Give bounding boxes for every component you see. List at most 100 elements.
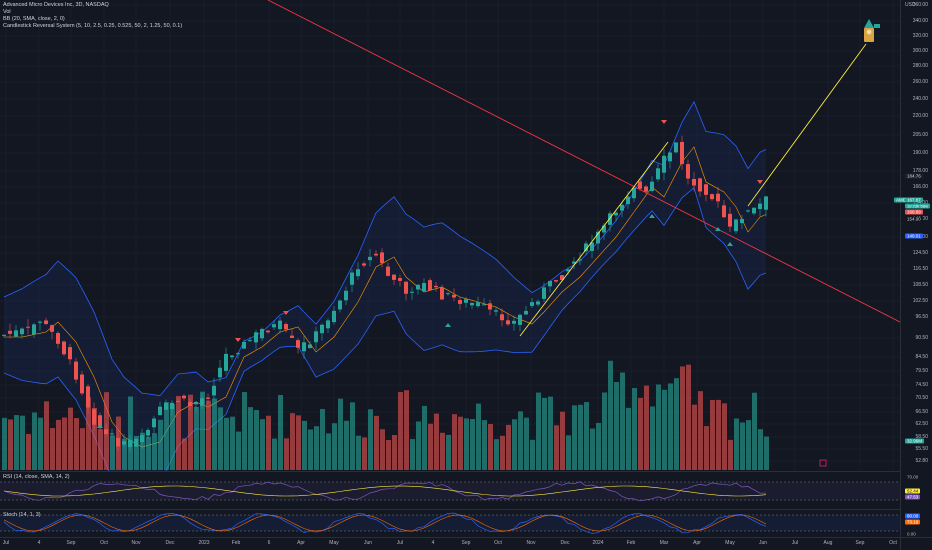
stoch-label[interactable]: Stoch (14, 1, 3) <box>3 512 41 518</box>
candle-body <box>308 344 312 349</box>
candle-body <box>380 252 384 264</box>
volume-bar <box>614 382 619 470</box>
price-tick: 300.00 <box>912 48 928 54</box>
volume-bar <box>632 387 637 470</box>
reversal-markers <box>97 120 763 428</box>
date-tick: 4 <box>431 540 435 546</box>
candle-body <box>44 320 48 324</box>
volume-bar <box>674 378 679 470</box>
descending-trendline[interactable] <box>267 0 901 323</box>
volume-bar <box>752 392 757 470</box>
date-tick: May <box>725 540 735 546</box>
volume-bar <box>764 436 769 470</box>
volume-bar <box>710 400 715 470</box>
channel-line-upper[interactable] <box>747 43 867 207</box>
candle-body <box>428 280 432 291</box>
candle-body <box>500 314 504 321</box>
volume-bar <box>314 426 319 470</box>
volume-bar <box>200 391 205 470</box>
candle-body <box>290 335 294 338</box>
volume-bar <box>68 407 73 470</box>
price-tick: 90.50 <box>915 335 928 341</box>
price-scale[interactable]: 360.00 340.00 320.00 300.00 280.00 260.00 240.… <box>900 0 932 550</box>
volume-bar <box>470 419 475 470</box>
volume-bar <box>50 428 55 470</box>
volume-bar <box>512 419 517 470</box>
date-tick: Apr <box>297 540 305 546</box>
volume-bar <box>248 407 253 470</box>
candle-body <box>494 310 498 312</box>
volume-bar <box>404 390 409 470</box>
candle-body <box>182 395 186 399</box>
candle-body <box>440 287 444 300</box>
candle-body <box>662 155 666 173</box>
candle-body <box>206 397 210 399</box>
price-tick: 320.00 <box>912 33 928 39</box>
bb-indicator-label[interactable]: BB (20, SMA, close, 2, 0) <box>3 16 65 22</box>
price-tick: 205.00 <box>912 132 928 138</box>
volume-bar <box>446 434 451 470</box>
volume-indicator-label[interactable]: Vol <box>3 9 11 15</box>
candle-body <box>458 300 462 304</box>
volume-bar <box>500 435 505 470</box>
candle-body <box>740 219 744 224</box>
date-tick: Mar <box>659 540 669 546</box>
candle-body <box>674 142 678 153</box>
candle-body <box>602 225 606 233</box>
candle-body <box>32 324 36 335</box>
volume-bar <box>134 435 139 470</box>
volume-bar <box>440 432 445 470</box>
candle-body <box>644 186 648 192</box>
volume-bar <box>194 406 199 470</box>
volume-bar <box>656 384 661 470</box>
candle-body <box>416 284 420 290</box>
price-badge-top: 184.76 <box>905 173 923 179</box>
volume-bar <box>368 409 373 470</box>
price-tick: 66.50 <box>915 409 928 415</box>
rsi-label[interactable]: RSI (14, close, SMA, 14, 2) <box>3 474 70 480</box>
candle-body <box>344 290 348 301</box>
channel-line-lower[interactable] <box>519 141 669 337</box>
bb-low2-badge: 140.01 <box>905 233 923 239</box>
candle-body <box>62 341 66 355</box>
candle-body <box>362 263 366 266</box>
candle-body <box>746 210 750 212</box>
crs-indicator-label[interactable]: Candlestick Reversal System (5, 10, 2.5,… <box>3 23 183 29</box>
date-tick: Nov <box>131 540 141 546</box>
candle-body <box>278 320 282 330</box>
buy-signal-marker <box>715 227 721 231</box>
candle-body <box>584 243 588 252</box>
candle-body <box>410 291 414 293</box>
candle-body <box>176 401 180 403</box>
volume-bar <box>98 429 103 470</box>
candle-body <box>260 328 264 339</box>
candle-body <box>734 219 738 232</box>
alert-icon[interactable] <box>819 459 827 467</box>
candle-body <box>536 301 540 305</box>
candle-body <box>728 213 732 227</box>
candle-body <box>596 231 600 244</box>
sell-signal-marker <box>661 120 667 124</box>
symbol-title[interactable]: Advanced Micro Devices Inc, 3D, NASDAQ <box>3 2 109 8</box>
volume-bar <box>386 439 391 470</box>
volume-bar <box>398 391 403 470</box>
currency-label[interactable]: USD <box>905 2 916 8</box>
candle-body <box>302 342 306 352</box>
volume-bar <box>518 411 523 470</box>
volume-bar <box>560 411 565 470</box>
candle-body <box>194 401 198 405</box>
volume-bar <box>2 417 7 470</box>
volume-bar <box>524 417 529 470</box>
volume-bar <box>422 405 427 470</box>
candle-body <box>8 330 12 334</box>
candle-body <box>200 398 204 406</box>
candle-body <box>632 187 636 199</box>
candle-body <box>668 152 672 162</box>
candle-body <box>146 429 150 436</box>
candle-body <box>254 332 258 343</box>
volume-bar <box>350 402 355 470</box>
volume-bar <box>464 418 469 470</box>
volume-bar <box>728 439 733 470</box>
volume-bar <box>392 435 397 470</box>
